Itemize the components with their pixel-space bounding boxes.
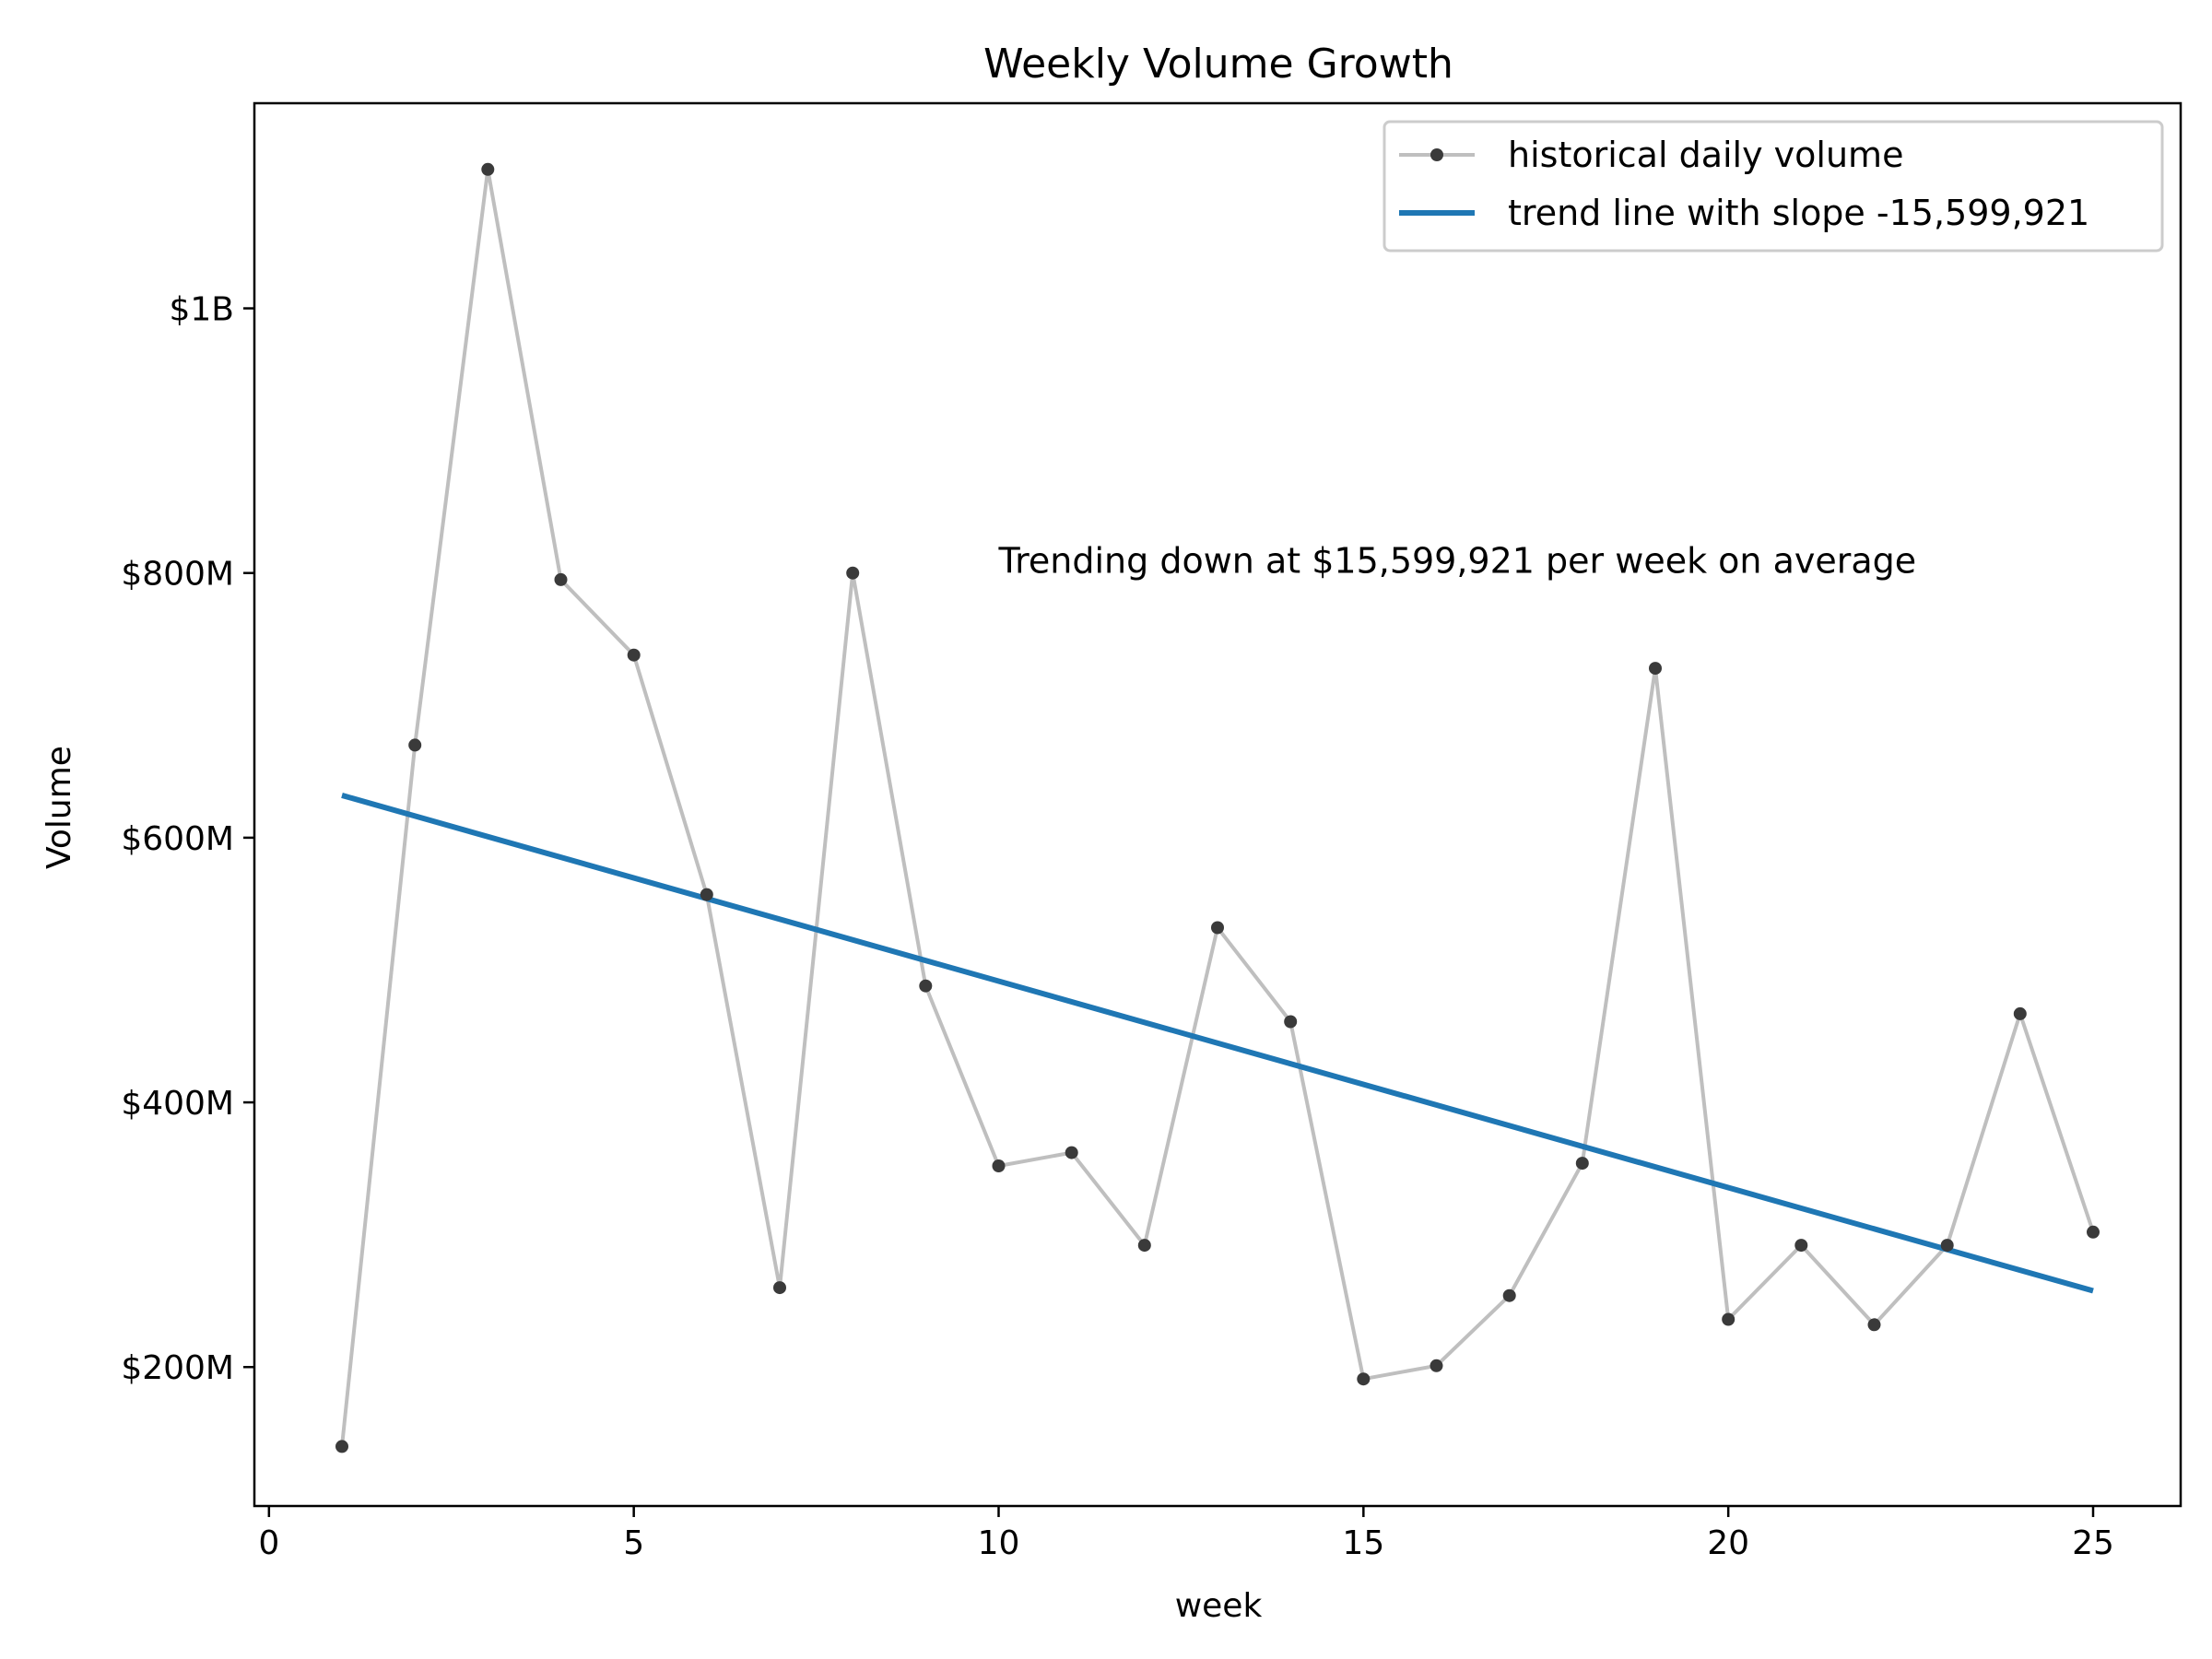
historical-volume-point [846, 566, 860, 580]
x-tick-label: 10 [978, 1524, 1020, 1562]
historical-volume-point [408, 738, 422, 752]
historical-volume-point [1649, 662, 1662, 676]
historical-volume-point [2013, 1006, 2027, 1020]
historical-volume-point [554, 572, 568, 586]
legend: historical daily volume trend line with … [1382, 120, 2164, 253]
historical-volume-point [627, 648, 641, 662]
legend-label-trend: trend line with slope -15,599,921 [1508, 193, 2089, 233]
historical-volume-point [335, 1440, 348, 1453]
y-tick-label: $1B [169, 291, 234, 329]
historical-volume-point [1137, 1239, 1151, 1253]
trend-line [341, 793, 2094, 1294]
x-axis-label: week [1175, 1587, 1263, 1625]
historical-volume-point [1284, 1015, 1298, 1029]
historical-volume-point [700, 888, 713, 901]
chart-title: Weekly Volume Growth [983, 41, 1453, 88]
trend-annotation: Trending down at $15,599,921 per week on… [998, 541, 1917, 582]
x-tick-label: 25 [2072, 1524, 2114, 1562]
historical-volume-point [773, 1281, 786, 1295]
historical-volume-point [1211, 921, 1224, 935]
legend-label-historical: historical daily volume [1508, 135, 1903, 175]
y-tick-label: $800M [121, 556, 234, 594]
x-tick-label: 15 [1342, 1524, 1384, 1562]
historical-volume-point [481, 162, 495, 176]
y-axis-ticks: $200M $400M $600M $800M $1B [121, 291, 254, 1387]
historical-volume-point [1575, 1157, 1589, 1171]
x-tick-label: 0 [258, 1524, 279, 1562]
historical-volume-point [1867, 1318, 1881, 1332]
historical-volume-point [992, 1159, 1006, 1172]
y-axis-label: Volume [41, 746, 78, 869]
y-tick-label: $600M [121, 820, 234, 858]
historical-volume-point [1722, 1312, 1735, 1326]
historical-volume-point [1502, 1288, 1516, 1302]
historical-volume-point [919, 979, 933, 993]
historical-volume-point [1794, 1239, 1808, 1253]
y-tick-label: $400M [121, 1085, 234, 1123]
historical-volume-point [1357, 1372, 1371, 1386]
historical-volume-point [1430, 1359, 1443, 1372]
legend-marker-historical [1430, 148, 1443, 161]
x-axis-ticks: 0 5 10 15 20 25 [258, 1506, 2114, 1562]
x-tick-label: 20 [1707, 1524, 1749, 1562]
x-tick-label: 5 [623, 1524, 644, 1562]
plot-area [253, 101, 2183, 1508]
historical-volume-point [1940, 1239, 1954, 1253]
historical-volume-point [1065, 1146, 1078, 1159]
historical-volume-point [2087, 1225, 2100, 1239]
plot-frame [253, 101, 2183, 1508]
legend-frame [1382, 120, 2164, 253]
y-tick-label: $200M [121, 1349, 234, 1387]
